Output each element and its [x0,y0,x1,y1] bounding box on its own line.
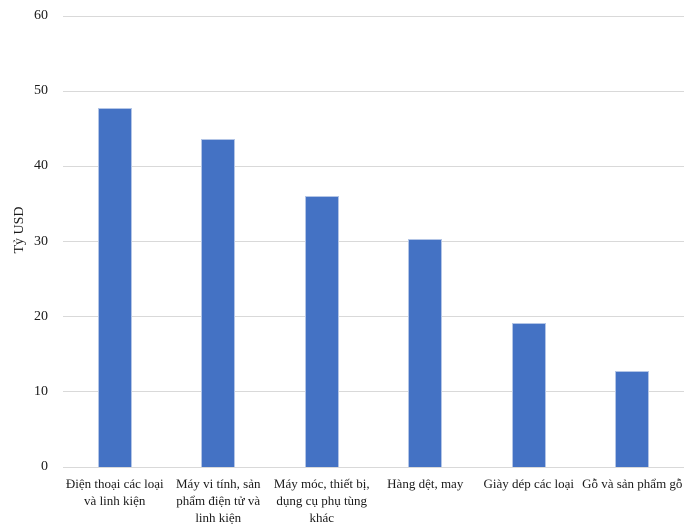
bar [304,196,339,467]
y-axis-ticks: 0 10 20 30 40 50 60 [0,9,48,474]
y-tick-label: 30 [34,233,48,249]
bar [201,139,236,467]
gridline [63,241,684,242]
plot-area [63,15,684,468]
y-tick-label: 40 [34,158,48,174]
x-category-label: Gỗ và sản phẩm gỗ [582,476,683,491]
x-category-label: Giày dép các loại [483,476,575,491]
gridline [63,466,684,468]
y-tick-label: 0 [41,459,48,474]
y-tick-label: 10 [34,383,48,399]
gridline [63,316,684,318]
bar [511,323,546,467]
x-category-label: Máy vi tính, sản phẩm điện tử và linh ki… [176,476,261,525]
y-tick-label: 20 [34,308,48,324]
gridline [63,15,684,17]
x-category-label: Điện thoại các loại và linh kiện [65,476,164,508]
bar [97,108,132,467]
x-category-label: Hàng dệt, may [387,476,464,491]
gridline [63,391,684,393]
bar [408,239,443,467]
x-axis-labels: Điện thoại các loại và linh kiện Máy vi t… [63,475,684,531]
bar [615,370,650,467]
y-tick-label: 50 [34,83,48,99]
gridline [63,90,684,92]
gridline [63,165,684,167]
y-tick-label: 60 [34,8,48,23]
x-category-label: Máy móc, thiết bị, dụng cụ phụ tùng khác [273,476,370,525]
